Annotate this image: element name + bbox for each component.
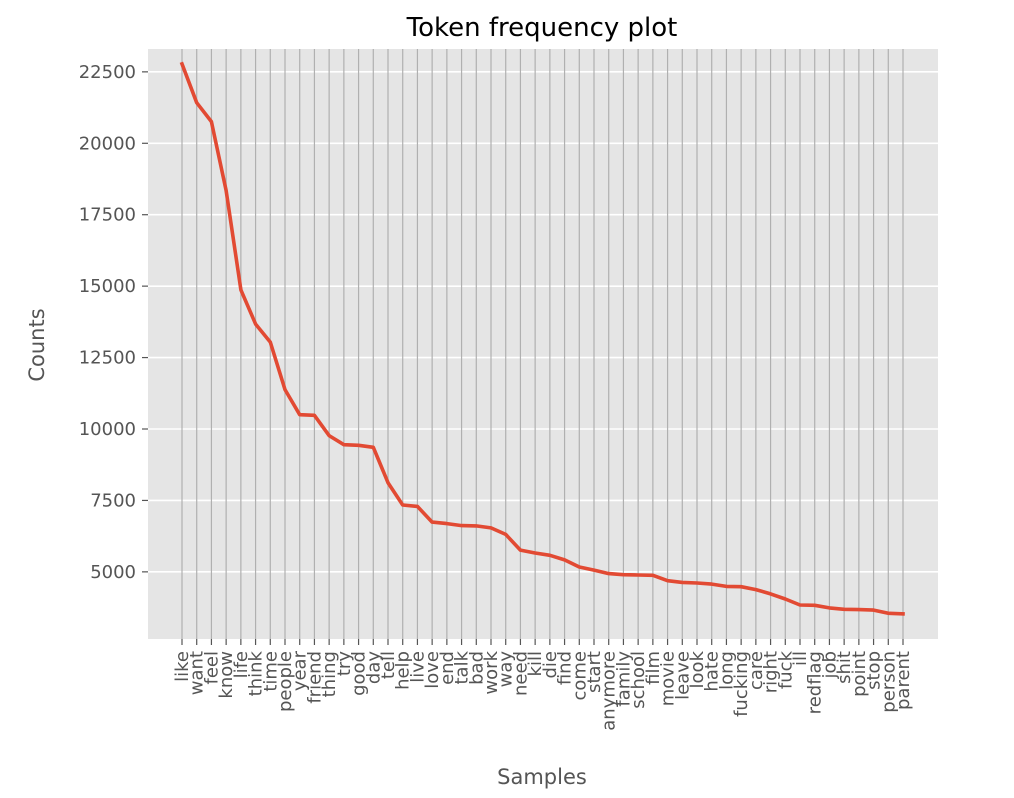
x-tick-label: family xyxy=(613,651,634,707)
x-tick-label: hate xyxy=(702,651,723,692)
y-axis-ticks: 5000 7500 10000 12500 15000 17500 20000 22500 xyxy=(79,62,148,583)
x-tick-label: try xyxy=(334,651,355,676)
x-tick-label: time xyxy=(260,651,281,692)
x-tick-label: shit xyxy=(834,651,855,684)
y-tick-label: 10000 xyxy=(79,419,136,440)
x-axis-ticks: likewantfeelknowlifethinktimepeopleyearf… xyxy=(172,639,914,731)
x-tick-label: school xyxy=(628,651,649,709)
x-tick-label: look xyxy=(687,650,708,688)
x-tick-label: talk xyxy=(452,650,473,684)
x-tick-label: help xyxy=(393,651,414,690)
x-tick-label: tell xyxy=(378,651,399,679)
x-tick-label: stop xyxy=(864,651,885,690)
x-tick-label: end xyxy=(437,651,458,685)
x-tick-label: fucking xyxy=(731,651,752,717)
x-tick-label: people xyxy=(275,651,296,712)
x-tick-label: start xyxy=(584,651,605,693)
x-tick-label: friend xyxy=(304,651,325,704)
x-tick-label: redflag xyxy=(805,651,826,714)
y-tick-label: 15000 xyxy=(79,276,136,297)
y-tick-label: 20000 xyxy=(79,133,136,154)
x-tick-label: want xyxy=(187,651,208,695)
x-tick-label: think xyxy=(246,650,267,696)
x-tick-label: work xyxy=(481,650,502,694)
x-tick-label: fuck xyxy=(775,650,796,689)
x-tick-label: love xyxy=(422,651,443,689)
x-tick-label: person xyxy=(878,651,899,713)
x-tick-label: anymore xyxy=(599,651,620,731)
x-tick-label: movie xyxy=(658,651,679,706)
x-tick-label: point xyxy=(849,651,870,697)
x-tick-label: feel xyxy=(201,651,222,685)
x-axis-label: Samples xyxy=(497,765,587,789)
x-tick-label: job xyxy=(819,651,840,679)
x-tick-label: need xyxy=(510,651,531,696)
y-tick-label: 5000 xyxy=(90,562,136,583)
x-tick-label: find xyxy=(555,651,576,685)
x-tick-label: parent xyxy=(893,651,914,710)
x-tick-label: like xyxy=(172,651,193,682)
y-axis-label: Counts xyxy=(25,308,49,381)
x-tick-label: film xyxy=(643,651,664,685)
x-tick-label: care xyxy=(746,651,767,690)
y-tick-label: 17500 xyxy=(79,205,136,226)
x-tick-label: leave xyxy=(672,651,693,700)
y-tick-label: 22500 xyxy=(79,62,136,83)
grid-lines xyxy=(148,49,938,639)
x-tick-label: way xyxy=(496,651,517,688)
series-line-group xyxy=(179,61,905,616)
x-tick-label: day xyxy=(363,651,384,684)
x-tick-label: bad xyxy=(466,651,487,685)
x-tick-label: know xyxy=(216,651,237,699)
plot-background xyxy=(148,49,938,639)
x-tick-label: kill xyxy=(525,651,546,676)
x-tick-label: thing xyxy=(319,651,340,697)
frequency-series-line xyxy=(179,61,905,616)
x-tick-label: long xyxy=(716,651,737,690)
y-tick-label: 12500 xyxy=(79,348,136,369)
y-tick-label: 7500 xyxy=(90,490,136,511)
x-tick-label: die xyxy=(540,651,561,679)
x-tick-label: come xyxy=(569,651,590,701)
x-tick-label: year xyxy=(290,650,311,691)
x-tick-label: life xyxy=(231,651,252,678)
x-tick-label: ill xyxy=(790,651,811,666)
x-tick-label: right xyxy=(761,651,782,693)
x-tick-label: live xyxy=(407,651,428,683)
chart-title: Token frequency plot xyxy=(406,13,678,43)
x-tick-label: good xyxy=(349,651,370,696)
